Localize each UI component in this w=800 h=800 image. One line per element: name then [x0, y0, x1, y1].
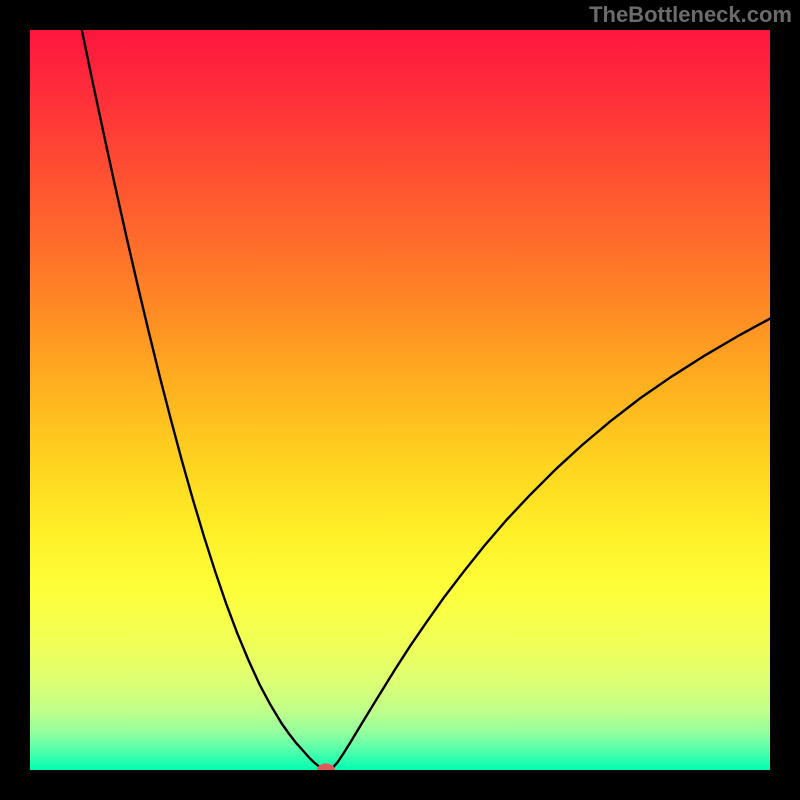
watermark-text: TheBottleneck.com — [589, 2, 792, 28]
plot-area — [30, 30, 770, 770]
plot-svg — [30, 30, 770, 770]
gradient-background — [30, 30, 770, 770]
root-container: TheBottleneck.com — [0, 0, 800, 800]
